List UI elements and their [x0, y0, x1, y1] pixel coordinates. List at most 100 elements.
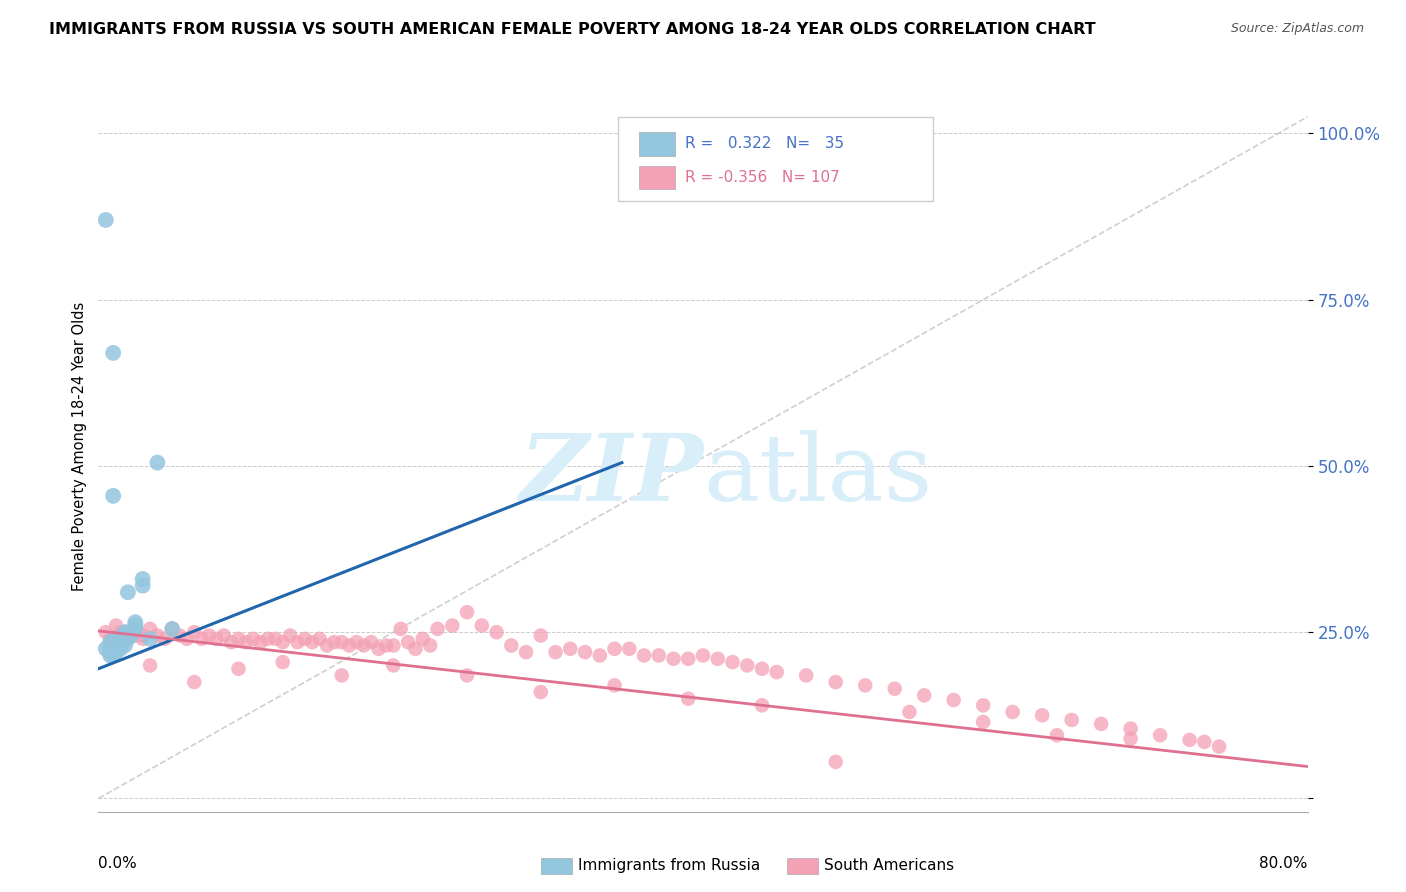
Point	[160, 622, 183, 636]
Point	[1178, 732, 1201, 747]
Point	[105, 618, 128, 632]
Point	[110, 635, 132, 649]
Point	[105, 645, 128, 659]
Point	[101, 489, 124, 503]
Text: R =   0.322   N=   35: R = 0.322 N= 35	[685, 136, 844, 152]
Point	[146, 628, 169, 642]
Point	[501, 639, 523, 653]
Point	[316, 639, 339, 653]
Point	[471, 618, 494, 632]
Point	[98, 632, 121, 646]
Point	[382, 639, 405, 653]
Point	[560, 641, 582, 656]
Point	[101, 346, 124, 360]
Point	[544, 645, 567, 659]
Text: ZIP: ZIP	[519, 430, 703, 520]
Point	[633, 648, 655, 663]
Point	[530, 628, 553, 642]
Point	[124, 622, 146, 636]
Point	[330, 635, 353, 649]
Text: South Americans: South Americans	[824, 858, 955, 872]
Text: 80.0%: 80.0%	[1260, 855, 1308, 871]
Point	[98, 648, 121, 663]
Point	[301, 635, 323, 649]
Point	[264, 632, 287, 646]
Point	[330, 668, 353, 682]
Point	[294, 632, 316, 646]
Point	[972, 698, 994, 713]
Point	[375, 639, 398, 653]
Point	[205, 632, 228, 646]
Point	[942, 693, 965, 707]
Point	[98, 635, 121, 649]
Point	[360, 635, 382, 649]
Point	[389, 622, 412, 636]
Point	[308, 632, 330, 646]
Text: 0.0%: 0.0%	[98, 855, 138, 871]
Point	[101, 648, 124, 663]
Text: Immigrants from Russia: Immigrants from Russia	[578, 858, 761, 872]
Point	[124, 615, 146, 630]
Point	[678, 652, 700, 666]
Point	[153, 632, 176, 646]
Point	[114, 628, 136, 642]
Point	[1208, 739, 1230, 754]
Point	[426, 622, 449, 636]
Point	[114, 639, 136, 653]
Point	[169, 628, 191, 642]
Point	[1149, 728, 1171, 742]
Point	[603, 641, 626, 656]
Point	[1090, 717, 1112, 731]
Point	[706, 652, 728, 666]
Point	[619, 641, 641, 656]
Point	[98, 641, 121, 656]
Point	[824, 755, 846, 769]
Point	[972, 714, 994, 729]
Point	[323, 635, 346, 649]
Point	[346, 635, 368, 649]
Point	[853, 678, 876, 692]
Point	[98, 645, 121, 659]
Point	[117, 585, 139, 599]
Point	[530, 685, 553, 699]
Point	[353, 639, 375, 653]
Point	[404, 641, 426, 656]
Point	[101, 632, 124, 646]
Point	[114, 625, 136, 640]
Point	[139, 622, 162, 636]
Point	[589, 648, 612, 663]
Point	[648, 648, 671, 663]
Point	[1046, 728, 1069, 742]
Point	[794, 668, 817, 682]
Point	[721, 655, 744, 669]
Point	[110, 635, 132, 649]
Point	[367, 641, 389, 656]
Point	[131, 579, 153, 593]
Point	[1194, 735, 1216, 749]
Text: atlas: atlas	[703, 430, 932, 520]
Point	[765, 665, 787, 679]
Point	[456, 668, 478, 682]
Point	[242, 632, 264, 646]
Point	[662, 652, 685, 666]
Point	[94, 625, 117, 640]
Point	[271, 635, 294, 649]
Point	[190, 632, 212, 646]
Point	[131, 628, 153, 642]
Point	[120, 628, 142, 642]
Point	[105, 632, 128, 646]
Point	[101, 645, 124, 659]
Point	[337, 639, 360, 653]
Bar	[787, 858, 818, 874]
Point	[146, 456, 169, 470]
Point	[912, 689, 935, 703]
Point	[120, 625, 142, 640]
Point	[183, 625, 205, 640]
Bar	[638, 166, 675, 189]
Point	[114, 625, 136, 640]
Point	[485, 625, 508, 640]
Point	[751, 698, 773, 713]
Point	[1001, 705, 1024, 719]
Point	[898, 705, 921, 719]
Text: Source: ZipAtlas.com: Source: ZipAtlas.com	[1230, 22, 1364, 36]
